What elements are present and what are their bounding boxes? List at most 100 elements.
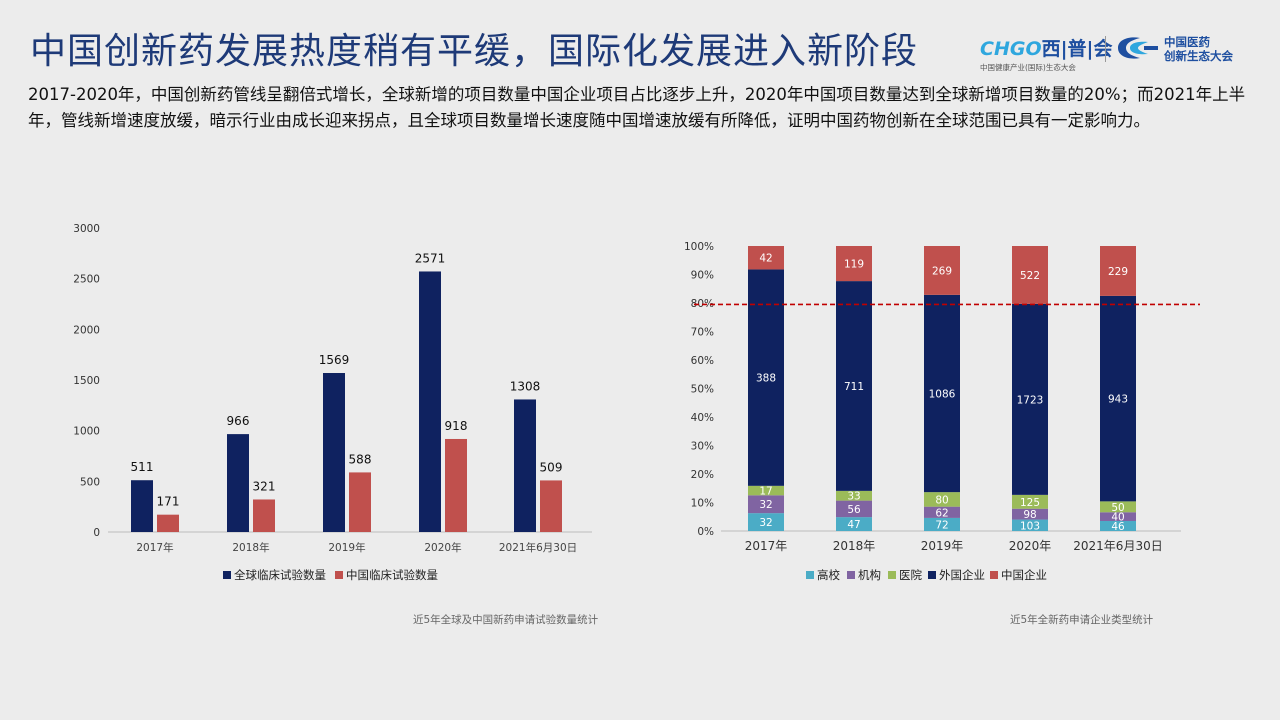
- stack-segment: [748, 485, 784, 496]
- segment-value-label: 1086: [929, 388, 956, 400]
- legend-swatch: [990, 571, 998, 579]
- segment-value-label: 32: [759, 499, 772, 511]
- x-tick-label: 2018年: [833, 539, 876, 553]
- stack-segment: [836, 517, 872, 531]
- segment-value-label: 40: [1111, 512, 1124, 524]
- legend-label: 医院: [899, 568, 922, 582]
- left-chart-caption: 近5年全球及中国新药申请试验数量统计: [413, 614, 599, 626]
- legend-label: 全球临床试验数量: [234, 568, 326, 582]
- stack-segment: [748, 269, 784, 486]
- stack-segment: [1012, 303, 1048, 495]
- segment-value-label: 56: [847, 504, 861, 516]
- pharma-summit-logo: 中国医药 创新生态大会: [1114, 34, 1233, 66]
- bar-value-label: 511: [131, 460, 154, 474]
- segment-value-label: 522: [1020, 270, 1040, 282]
- stack-segment: [924, 294, 960, 493]
- bar-value-label: 2571: [415, 251, 446, 265]
- stack-segment: [924, 506, 960, 518]
- y-tick-label: 2500: [73, 274, 100, 286]
- stack-segment: [924, 492, 960, 507]
- x-tick-label: 2017年: [136, 541, 173, 554]
- legend-swatch: [847, 571, 855, 579]
- stack-segment: [748, 513, 784, 531]
- page-title: 中国创新药发展热度稍有平缓，国际化发展进入新阶段: [30, 31, 919, 72]
- stack-segment: [1012, 508, 1048, 520]
- bar-global: [514, 399, 536, 532]
- legend-swatch: [335, 571, 343, 579]
- company-type-chart: 0%10%20%30%40%50%60%70%80%90%100%3232173…: [684, 241, 1200, 582]
- bar-global: [227, 434, 249, 532]
- x-tick-label: 2018年: [232, 541, 269, 554]
- legend-label: 中国临床试验数量: [346, 568, 438, 582]
- legend-label: 机构: [858, 568, 881, 582]
- segment-value-label: 50: [1111, 502, 1124, 514]
- bar-value-label: 918: [445, 419, 468, 433]
- segment-value-label: 125: [1020, 497, 1040, 509]
- bar-china: [157, 514, 179, 532]
- segment-value-label: 47: [847, 519, 860, 531]
- segment-value-label: 103: [1020, 520, 1040, 532]
- segment-value-label: 17: [759, 486, 772, 498]
- legend-label: 外国企业: [939, 568, 985, 582]
- bar-value-label: 1569: [319, 353, 350, 367]
- y-tick-label: 20%: [691, 469, 714, 481]
- y-tick-label: 30%: [691, 441, 714, 453]
- right-chart-caption: 近5年全新药申请企业类型统计: [1010, 614, 1154, 626]
- stack-segment: [748, 495, 784, 514]
- x-tick-label: 2021年6月30日: [1073, 539, 1162, 553]
- y-tick-label: 90%: [691, 270, 714, 282]
- y-tick-label: 1500: [73, 375, 100, 387]
- legend-label: 高校: [817, 568, 840, 582]
- y-tick-label: 0%: [697, 526, 714, 538]
- segment-value-label: 98: [1023, 509, 1036, 521]
- legend-swatch: [888, 571, 896, 579]
- global-china-trials-chart: 0 500 1000 1500 2000 2500 3000 511 966 1569 2571 13…: [73, 223, 592, 582]
- stack-segment: [1100, 520, 1136, 531]
- y-tick-label: 60%: [691, 355, 714, 367]
- stack-segment: [748, 246, 784, 270]
- segment-value-label: 42: [759, 253, 772, 265]
- segment-value-label: 269: [932, 265, 952, 277]
- bar-china: [253, 499, 275, 532]
- segment-value-label: 62: [935, 507, 948, 519]
- chgo-logo: CHGO西|普|会 中国健康产业(国际)生态大会: [980, 38, 1113, 72]
- stack-segment: [1100, 246, 1136, 296]
- summit-emblem-icon: [1118, 37, 1158, 59]
- y-tick-label: 500: [80, 476, 100, 488]
- bar-value-label: 171: [157, 495, 180, 509]
- segment-value-label: 711: [844, 381, 864, 393]
- legend-label: 中国企业: [1001, 568, 1047, 582]
- stack-segment: [1012, 494, 1048, 509]
- bar-value-label: 588: [349, 452, 372, 466]
- y-tick-label: 2000: [73, 324, 100, 336]
- stack-segment: [1012, 246, 1048, 304]
- stack-segment: [836, 281, 872, 491]
- bar-value-label: 1308: [510, 379, 541, 393]
- y-tick-label: 0: [93, 527, 100, 539]
- segment-value-label: 943: [1108, 394, 1128, 406]
- stack-segment: [836, 246, 872, 282]
- stack-segment: [836, 500, 872, 518]
- segment-value-label: 46: [1111, 521, 1125, 533]
- legend-swatch: [223, 571, 231, 579]
- legend-swatch: [928, 571, 936, 579]
- x-tick-label: 2020年: [424, 541, 461, 554]
- legend-swatch: [806, 571, 814, 579]
- logo-divider: [1105, 36, 1106, 62]
- segment-value-label: 80: [935, 494, 948, 506]
- stack-segment: [1100, 501, 1136, 513]
- x-tick-label: 2019年: [328, 541, 365, 554]
- y-tick-label: 50%: [691, 384, 714, 396]
- stack-segment: [1100, 295, 1136, 502]
- stack-segment: [1012, 519, 1048, 531]
- stack-segment: [924, 517, 960, 531]
- segment-value-label: 388: [756, 373, 776, 385]
- segment-value-label: 119: [844, 259, 864, 271]
- bar-china: [349, 472, 371, 532]
- segment-value-label: 32: [759, 517, 772, 529]
- bar-global: [131, 480, 153, 532]
- stack-segment: [836, 490, 872, 501]
- segment-value-label: 229: [1108, 266, 1128, 278]
- bar-value-label: 321: [253, 479, 276, 493]
- bar-value-label: 966: [227, 414, 250, 428]
